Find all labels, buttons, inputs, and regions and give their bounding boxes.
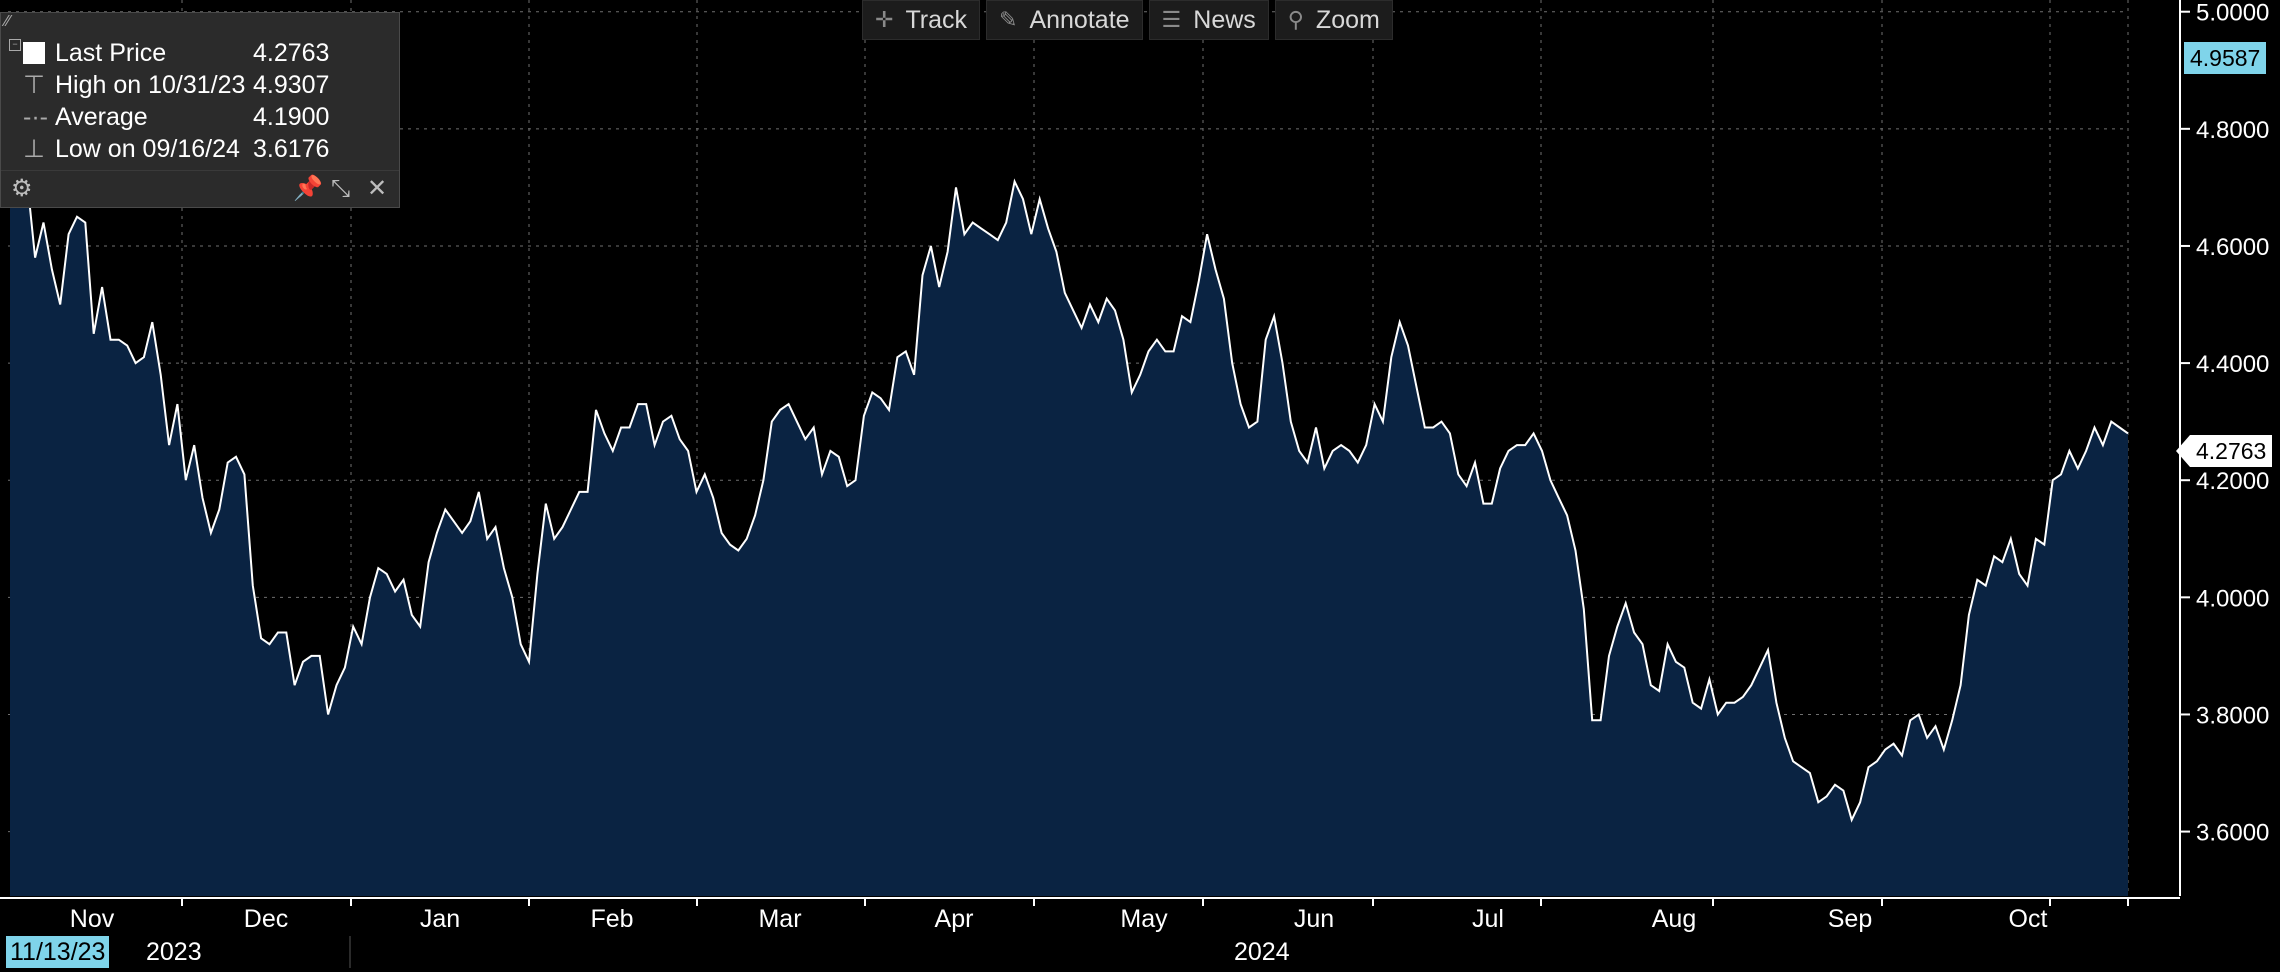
crosshair-icon: ✛ [875, 7, 894, 32]
last-price-tag: 4.2763 [2190, 435, 2273, 467]
x-tick-label: Aug [1652, 905, 1696, 933]
x-tick-label: Oct [2009, 905, 2048, 933]
legend-value: 4.9307 [253, 70, 330, 99]
year-label-2024: 2024 [1234, 938, 1290, 966]
legend-row-average[interactable]: -·- Average 4.1900 [23, 101, 353, 133]
y-tick-label: 3.8000 [2196, 702, 2269, 729]
resize-grip-icon[interactable]: ⁄⁄ [5, 13, 11, 30]
legend-value: 4.1900 [253, 102, 330, 131]
zoom-label: Zoom [1315, 5, 1380, 34]
x-tick-label: Mar [758, 905, 801, 933]
low-marker-icon: ⊥ [23, 135, 45, 163]
legend-label: Average [55, 102, 148, 131]
legend-footer: ⚙ 📌 ⤡ ✕ [1, 170, 399, 207]
annotate-button[interactable]: ✎ Annotate [986, 0, 1143, 40]
track-button[interactable]: ✛ Track [862, 0, 981, 40]
legend-panel[interactable]: ⁄⁄ − Last Price 4.2763 ⊤ High on 10/31/2… [0, 12, 400, 208]
news-icon: ☰ [1161, 7, 1182, 32]
year-label-2023: 2023 [146, 938, 202, 966]
magnifier-icon: ⚲ [1287, 7, 1304, 32]
x-tick-label: Feb [590, 905, 633, 933]
legend-row-last-price[interactable]: Last Price 4.2763 [23, 37, 353, 69]
y-tick-label: 4.0000 [2196, 585, 2269, 612]
collapse-toggle-icon[interactable]: − [9, 29, 23, 61]
high-marker-icon: ⊤ [23, 71, 45, 99]
price-area-fill [10, 52, 2128, 896]
x-tick-label: Dec [244, 905, 288, 933]
x-tick-label: Sep [1828, 905, 1872, 933]
news-label: News [1193, 5, 1256, 34]
y-tick-label: 4.2000 [2196, 468, 2269, 495]
high-price-tag: 4.9587 [2184, 42, 2267, 74]
news-button[interactable]: ☰ News [1148, 0, 1269, 40]
start-date-label[interactable]: 11/13/23 [6, 936, 110, 968]
gear-icon[interactable]: ⚙ [11, 175, 33, 202]
y-tick-label: 4.8000 [2196, 117, 2269, 144]
x-tick-label: Jan [420, 905, 460, 933]
last-price-swatch-icon [23, 42, 45, 64]
annotate-label: Annotate [1029, 5, 1130, 34]
legend-row-low[interactable]: ⊥ Low on 09/16/24 3.6176 [23, 133, 353, 165]
average-marker-icon: -·- [23, 102, 48, 131]
y-tick-label: 4.4000 [2196, 351, 2269, 378]
x-tick-label: Apr [935, 905, 974, 933]
x-tick-label: Jun [1294, 905, 1334, 933]
legend-label: Low on 09/16/24 [55, 134, 240, 163]
x-axis: Nov Dec Jan Feb Mar Apr May Jun Jul Aug Sep Oct [0, 897, 2180, 968]
x-tick-label: Jul [1472, 905, 1504, 933]
legend-value: 4.2763 [253, 38, 330, 67]
last-price-pointer-icon [2176, 435, 2190, 467]
legend-label: Last Price [55, 38, 167, 67]
y-tick-label: 4.6000 [2196, 234, 2269, 261]
track-label: Track [905, 5, 968, 34]
legend-row-high[interactable]: ⊤ High on 10/31/23 4.9307 [23, 69, 353, 101]
x-tick-label: Nov [70, 905, 115, 933]
x-tick-label: May [1120, 905, 1168, 933]
zoom-button[interactable]: ⚲ Zoom [1274, 0, 1393, 40]
close-icon[interactable]: ✕ [367, 175, 388, 202]
pin-icon[interactable]: 📌 [293, 175, 323, 202]
price-line [9, 52, 2129, 823]
legend-value: 3.6176 [253, 134, 330, 163]
y-tick-label: 5.0000 [2196, 0, 2269, 27]
legend-label: High on 10/31/23 [55, 70, 246, 99]
collapse-icon[interactable]: ⤡ [331, 175, 351, 202]
pencil-icon: ✎ [999, 7, 1018, 32]
chart-toolbar: ✛ Track ✎ Annotate ☰ News ⚲ Zoom [862, 0, 1393, 42]
y-tick-label: 3.6000 [2196, 820, 2269, 847]
